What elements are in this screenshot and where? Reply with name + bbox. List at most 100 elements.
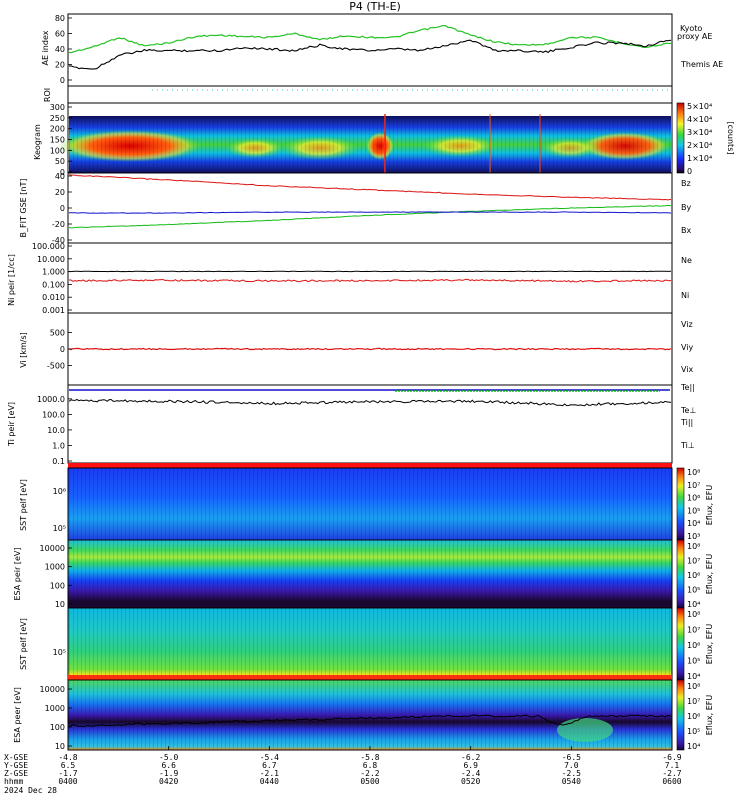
esa2-colorbar-ticks: 10⁸ 10⁷ 10⁶ 10⁵ 10⁴ bbox=[687, 682, 700, 751]
keogram-ytick: 50 bbox=[55, 157, 65, 166]
temperature-ytick: 0.1 bbox=[52, 457, 65, 466]
sst2-cb-tick: 10⁴ bbox=[687, 672, 700, 681]
esa2-cb-label: Eflux, EFU bbox=[705, 695, 714, 736]
ae-yticks: 80 60 40 20 0 bbox=[55, 14, 72, 85]
sst1-cb-tick: 10⁷ bbox=[687, 481, 700, 490]
keogram-colorbar bbox=[676, 102, 685, 174]
velocity-ytick: 0 bbox=[60, 345, 65, 354]
keogram-cb-tick: 3×10⁴ bbox=[687, 128, 712, 137]
by-line bbox=[68, 204, 672, 229]
esa1-cb-tick: 10⁵ bbox=[687, 586, 700, 595]
density-ytick: 0.100 bbox=[42, 280, 65, 289]
sst1-ytick: 10⁵ bbox=[53, 524, 66, 533]
keogram-cb-tick: 2×10⁴ bbox=[687, 141, 712, 150]
sst1-cb-tick: 10³ bbox=[687, 532, 700, 541]
sst1-cb-tick: 10⁸ bbox=[687, 468, 700, 477]
sst2-cb-tick: 10⁵ bbox=[687, 657, 700, 666]
esa1-ylabel: ESA peir [eV] bbox=[13, 548, 22, 601]
density-yticks: 100.000 10.000 1.000 0.100 0.010 0.001 bbox=[32, 242, 72, 315]
row-label-zgse: Z-GSE bbox=[4, 769, 28, 778]
roi-frame bbox=[67, 85, 673, 104]
legend-proxy-ae: proxy AE bbox=[677, 32, 712, 41]
time-ygse: 6.6 bbox=[161, 761, 176, 770]
temperature-ytick: 10.0 bbox=[47, 426, 65, 435]
sst2-colorbar bbox=[676, 607, 685, 681]
time-zgse: -2.2 bbox=[360, 769, 379, 778]
legend-bx: Bx bbox=[681, 226, 691, 235]
time-label: 0500 bbox=[360, 777, 379, 786]
esa2-boundary-line bbox=[68, 714, 672, 728]
keogram-ytick: 250 bbox=[50, 114, 65, 123]
time-zgse: -2.5 bbox=[562, 769, 581, 778]
legend-vix: Vix bbox=[681, 365, 694, 374]
legend-by: By bbox=[681, 203, 691, 212]
legend-ne: Ne bbox=[681, 256, 692, 265]
time-zgse: -2.7 bbox=[662, 769, 681, 778]
kyoto-proxy-ae-line bbox=[68, 25, 672, 54]
temperature-yticks: 1000.0 100.0 10.0 1.0 0.1 bbox=[37, 395, 72, 466]
velocity-ylabel: Vi [km/s] bbox=[19, 332, 28, 368]
keogram-colorbar-ticks: 5×10⁴ 4×10⁴ 3×10⁴ 2×10⁴ 1×10⁴ 0 bbox=[687, 102, 712, 176]
temperature-frame bbox=[67, 384, 673, 464]
sst2-cb-tick: 10⁸ bbox=[687, 610, 700, 619]
sst2-cb-label: Eflux, EFU bbox=[705, 624, 714, 665]
time-ygse: 6.8 bbox=[363, 761, 378, 770]
sst2-colorbar-ticks: 10⁸ 10⁷ 10⁶ 10⁵ 10⁴ bbox=[687, 610, 700, 681]
time-xgse: -6.5 bbox=[562, 753, 581, 762]
esa2-cb-tick: 10⁴ bbox=[687, 742, 700, 751]
time-xgse: -6.9 bbox=[662, 753, 681, 762]
legend-bz: Bz bbox=[681, 179, 691, 188]
esa1-ytick: 100 bbox=[50, 581, 65, 590]
esa2-ytick: 10 bbox=[55, 742, 65, 751]
row-label-hhmm: hhmm bbox=[4, 777, 23, 786]
time-ygse: 6.5 bbox=[61, 761, 76, 770]
density-ytick: 0.001 bbox=[42, 306, 65, 315]
sst1-cb-tick: 10⁵ bbox=[687, 506, 700, 515]
sst2-ylabel: SST pelf [eV] bbox=[19, 618, 28, 670]
ae-ytick: 60 bbox=[55, 30, 65, 39]
time-label: 0400 bbox=[58, 777, 77, 786]
sst2-panel: SST pelf [eV] 10⁵ 10⁸ 10⁷ 10⁶ 10⁵ 10⁴ Eflux,… bbox=[19, 607, 714, 681]
density-ytick: 1.000 bbox=[42, 268, 65, 277]
esa2-cb-tick: 10⁷ bbox=[687, 697, 700, 706]
figure-title: P4 (TH-E) bbox=[349, 0, 401, 13]
legend-kyoto: Kyoto bbox=[680, 24, 702, 33]
time-label: 0540 bbox=[562, 777, 581, 786]
time-zgse: -2.1 bbox=[260, 769, 279, 778]
sst1-cb-label: Eflux, EFU bbox=[705, 485, 714, 526]
sst1-ylabel: SST pelf [eV] bbox=[19, 479, 28, 531]
legend-viy: Viy bbox=[681, 343, 694, 352]
time-xgse: -6.2 bbox=[461, 753, 480, 762]
sst2-cb-tick: 10⁷ bbox=[687, 626, 700, 635]
density-ytick: 10.000 bbox=[37, 255, 65, 264]
esa2-cb-tick: 10⁶ bbox=[687, 712, 700, 721]
temperature-ytick: 100.0 bbox=[42, 410, 65, 419]
keogram-ytick: 100 bbox=[50, 146, 65, 155]
esa2-cb-tick: 10⁸ bbox=[687, 682, 700, 691]
ae-ytick: 80 bbox=[55, 14, 65, 23]
keogram-ylabel: Keogram bbox=[33, 124, 42, 160]
esa1-ytick: 1000 bbox=[45, 563, 65, 572]
legend-te-perp: Te⊥ bbox=[680, 406, 696, 415]
time-ygse: 7.0 bbox=[564, 761, 579, 770]
density-frame bbox=[67, 242, 673, 314]
esa2-ytick: 100 bbox=[50, 723, 65, 732]
esa2-colorbar bbox=[676, 679, 685, 751]
ti-line bbox=[68, 398, 672, 407]
esa1-cb-tick: 10⁶ bbox=[687, 571, 700, 580]
keogram-cb-tick: 0 bbox=[687, 167, 692, 176]
temperature-ytick: 1000.0 bbox=[37, 395, 65, 404]
velocity-ytick: 500 bbox=[50, 329, 65, 338]
time-zgse: -2.4 bbox=[461, 769, 480, 778]
velocity-lines bbox=[68, 347, 672, 351]
keogram-ytick: 150 bbox=[50, 136, 65, 145]
keogram-cb-label: [counts] bbox=[726, 122, 735, 155]
sst1-colorbar bbox=[676, 467, 685, 541]
legend-viz: Viz bbox=[681, 320, 693, 329]
esa1-cb-tick: 10⁸ bbox=[687, 542, 700, 551]
ae-frame bbox=[67, 13, 673, 87]
esa1-colorbar bbox=[676, 539, 685, 609]
